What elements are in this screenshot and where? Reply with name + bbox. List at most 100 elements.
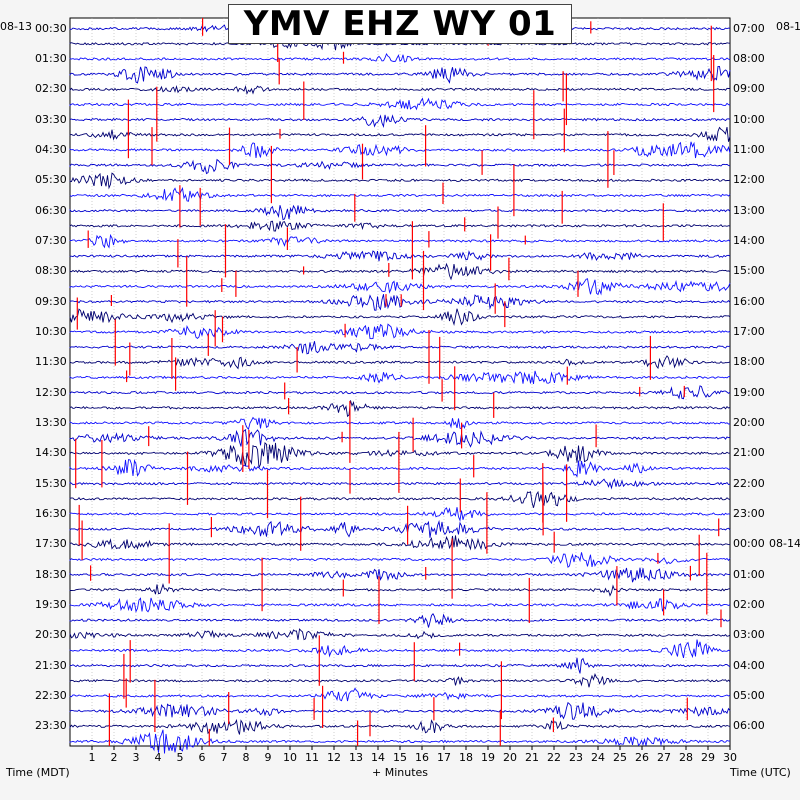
trace-line xyxy=(69,204,731,221)
left-time-label: 13:30 xyxy=(35,415,67,429)
x-tick-label: 26 xyxy=(635,751,649,764)
x-tick-label: 17 xyxy=(437,751,451,764)
x-tick-label: 19 xyxy=(481,751,495,764)
right-time-label: 07:00 xyxy=(733,21,765,35)
right-time-label: 06:00 xyxy=(733,719,765,733)
trace-line xyxy=(69,385,731,400)
trace-line xyxy=(69,628,731,641)
x-tick-label: 27 xyxy=(657,751,671,764)
clipped-spikes xyxy=(75,18,722,746)
trace-line xyxy=(69,597,731,613)
left-time-label: 16:30 xyxy=(35,506,67,520)
trace-line xyxy=(69,552,731,569)
right-time-label: 08:00 xyxy=(733,51,765,65)
trace-line xyxy=(69,613,731,628)
x-tick-label: 13 xyxy=(349,751,363,764)
right-time-label: 16:00 xyxy=(733,294,765,308)
trace-line xyxy=(69,701,731,720)
trace-line xyxy=(69,65,731,84)
trace-line xyxy=(69,583,731,597)
trace-line xyxy=(69,53,731,63)
left-time-label: 22:30 xyxy=(35,688,67,702)
trace-line xyxy=(69,308,731,327)
x-tick-label: 3 xyxy=(132,751,140,764)
right-time-label: 10:00 xyxy=(733,112,765,126)
left-time-label: 05:30 xyxy=(35,173,67,187)
right-time-label: 14:00 xyxy=(733,233,765,247)
right-time-label: 12:00 xyxy=(733,173,765,187)
trace-line xyxy=(69,220,731,232)
trace-line xyxy=(69,400,731,418)
x-tick-label: 16 xyxy=(415,751,429,764)
right-time-label: 15:00 xyxy=(733,264,765,278)
trace-line xyxy=(69,729,731,754)
trace-line xyxy=(69,341,731,355)
right-time-label: 03:00 xyxy=(733,628,765,642)
left-time-label: 12:30 xyxy=(35,385,67,399)
right-time-label: 23:00 xyxy=(733,506,765,520)
left-time-label: 09:30 xyxy=(35,294,67,308)
trace-line xyxy=(69,114,731,129)
right-time-label: 19:00 xyxy=(733,385,765,399)
left-time-label: 21:30 xyxy=(35,658,67,672)
x-tick-label: 5 xyxy=(176,751,184,764)
x-tick-label: 20 xyxy=(503,751,517,764)
trace-line xyxy=(69,97,731,111)
x-tick-label: 4 xyxy=(154,751,162,764)
right-time-label: 04:00 xyxy=(733,658,765,672)
trace-line xyxy=(69,416,731,430)
right-time-label: 13:00 xyxy=(733,203,765,217)
left-time-label: 04:30 xyxy=(35,142,67,156)
x-tick-label: 24 xyxy=(591,751,605,764)
x-tick-label: 15 xyxy=(393,751,407,764)
left-date-label: 08-13 xyxy=(0,20,32,33)
right-time-label: 20:00 xyxy=(733,415,765,429)
trace-line xyxy=(69,490,731,508)
x-axis-label: + Minutes xyxy=(372,766,429,779)
left-time-label: 06:30 xyxy=(35,203,67,217)
right-time-label: 05:00 xyxy=(733,688,765,702)
right-time-label: 01:00 xyxy=(733,567,765,581)
trace-line xyxy=(69,323,731,340)
x-tick-label: 14 xyxy=(371,751,385,764)
x-tick-label: 21 xyxy=(525,751,539,764)
left-time-label: 00:30 xyxy=(35,21,67,35)
left-time-label: 08:30 xyxy=(35,264,67,278)
trace-line xyxy=(69,718,731,735)
x-tick-label: 12 xyxy=(327,751,341,764)
right-time-label: 00:00 xyxy=(733,537,765,551)
x-tick-label: 8 xyxy=(242,751,250,764)
time-grid xyxy=(91,18,709,746)
trace-line xyxy=(69,673,731,688)
right-date-label: 08-13 xyxy=(776,20,800,33)
trace-line xyxy=(69,687,731,702)
left-time-label: 17:30 xyxy=(35,537,67,551)
chart-title: YMV EHZ WY 01 xyxy=(243,4,557,44)
x-tick-label: 30 xyxy=(723,751,737,764)
trace-line xyxy=(69,294,731,311)
trace-line xyxy=(69,657,731,674)
trace-line xyxy=(69,141,731,159)
trace-line xyxy=(69,567,731,583)
trace-line xyxy=(69,233,731,249)
x-tick-label: 10 xyxy=(283,751,297,764)
x-tick-label: 1 xyxy=(88,751,96,764)
trace-line xyxy=(69,535,731,551)
right-time-label: 17:00 xyxy=(733,324,765,338)
x-tick-label: 29 xyxy=(701,751,715,764)
trace-line xyxy=(69,172,731,190)
trace-line xyxy=(69,519,731,538)
x-tick-label: 7 xyxy=(220,751,228,764)
x-tick-label: 28 xyxy=(679,751,693,764)
next-date-label: 08-14 xyxy=(769,537,800,551)
trace-line xyxy=(69,262,731,281)
x-tick-label: 9 xyxy=(264,751,272,764)
seismogram-traces xyxy=(69,21,731,754)
left-time-label: 01:30 xyxy=(35,51,67,65)
x-tick-label: 23 xyxy=(569,751,583,764)
left-time-label: 11:30 xyxy=(35,355,67,369)
left-time-label: 14:30 xyxy=(35,446,67,460)
x-tick-label: 11 xyxy=(305,751,319,764)
left-time-label: 18:30 xyxy=(35,567,67,581)
